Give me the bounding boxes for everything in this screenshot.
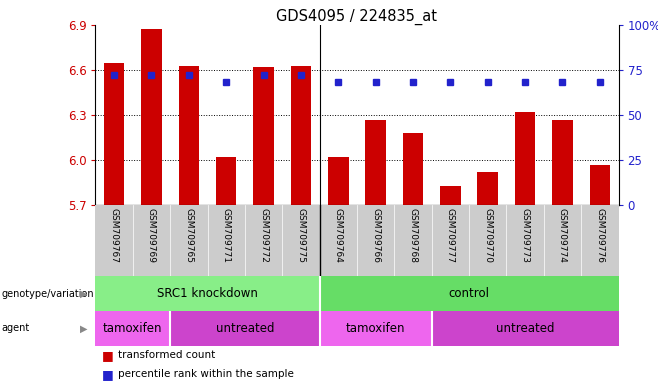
Text: GSM709766: GSM709766: [371, 208, 380, 263]
Text: ▶: ▶: [80, 289, 88, 299]
Text: ▶: ▶: [80, 323, 88, 333]
Bar: [253, 67, 274, 205]
Bar: [291, 66, 311, 205]
Bar: [432, 311, 619, 346]
Text: GSM709767: GSM709767: [110, 208, 118, 263]
Bar: [95, 311, 170, 346]
Text: tamoxifen: tamoxifen: [346, 322, 405, 335]
Text: untreated: untreated: [216, 322, 274, 335]
Bar: [365, 120, 386, 205]
Text: GSM709764: GSM709764: [334, 208, 343, 262]
Text: SRC1 knockdown: SRC1 knockdown: [157, 287, 258, 300]
Text: GSM709765: GSM709765: [184, 208, 193, 263]
Text: control: control: [449, 287, 490, 300]
Bar: [104, 63, 124, 205]
Bar: [95, 276, 320, 311]
Text: GSM709774: GSM709774: [558, 208, 567, 262]
Bar: [403, 133, 423, 205]
Text: ■: ■: [102, 368, 114, 381]
Text: tamoxifen: tamoxifen: [103, 322, 163, 335]
Bar: [478, 172, 498, 205]
Text: genotype/variation: genotype/variation: [1, 289, 94, 299]
Bar: [590, 165, 610, 205]
Text: GSM709771: GSM709771: [222, 208, 231, 263]
Bar: [141, 30, 162, 205]
Bar: [328, 157, 349, 205]
Text: GSM709769: GSM709769: [147, 208, 156, 263]
Bar: [178, 66, 199, 205]
Text: GSM709770: GSM709770: [483, 208, 492, 263]
Text: ■: ■: [102, 349, 114, 362]
Bar: [216, 157, 236, 205]
Text: GSM709768: GSM709768: [409, 208, 418, 263]
Text: untreated: untreated: [496, 322, 554, 335]
Text: GSM709776: GSM709776: [595, 208, 604, 263]
Text: GSM709772: GSM709772: [259, 208, 268, 262]
Title: GDS4095 / 224835_at: GDS4095 / 224835_at: [276, 9, 438, 25]
Bar: [320, 276, 619, 311]
Bar: [552, 120, 572, 205]
Text: GSM709773: GSM709773: [520, 208, 530, 263]
Text: transformed count: transformed count: [118, 350, 216, 360]
Bar: [440, 186, 461, 205]
Bar: [515, 112, 536, 205]
Text: GSM709777: GSM709777: [446, 208, 455, 263]
Bar: [170, 311, 320, 346]
Text: GSM709775: GSM709775: [296, 208, 305, 263]
Bar: [320, 311, 432, 346]
Text: agent: agent: [1, 323, 30, 333]
Text: percentile rank within the sample: percentile rank within the sample: [118, 369, 294, 379]
